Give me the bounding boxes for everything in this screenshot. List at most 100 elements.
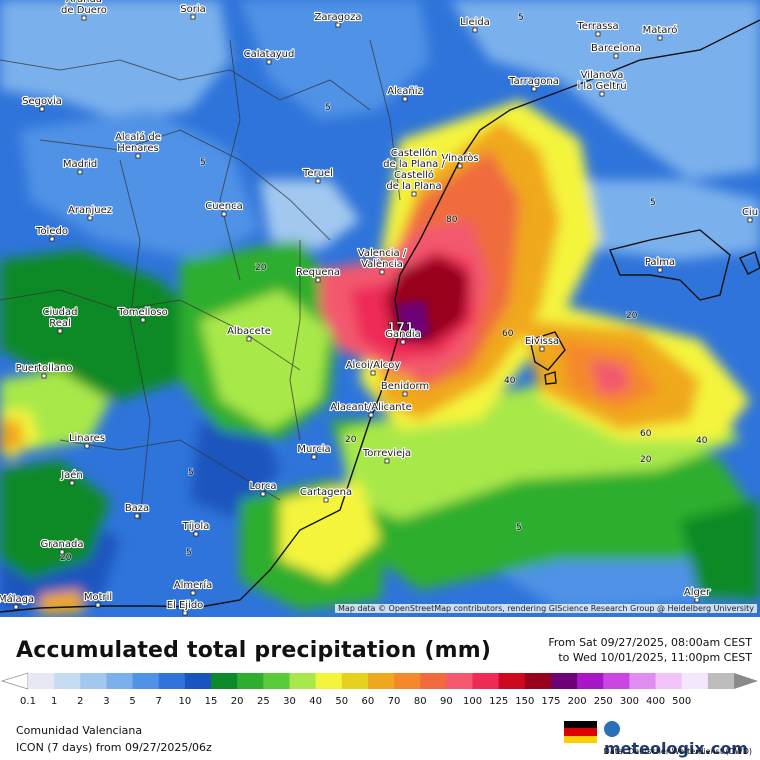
city-label: Alacant/Alicante: [330, 402, 411, 413]
city-label: de la Plana /: [383, 159, 445, 170]
city-madrid: Madrid: [62, 158, 98, 175]
city-marker: [77, 169, 83, 175]
globe-icon: [604, 721, 620, 737]
color-scale-bar: [0, 672, 758, 690]
city-marker: [657, 35, 663, 41]
city-marker: [400, 339, 406, 345]
city-marker: [613, 53, 619, 59]
city-vinar-s: Vinaròs: [440, 151, 480, 169]
city-label: Torrevieja: [362, 448, 411, 459]
city-label: Puertollano: [16, 363, 73, 374]
contour-label: 5: [200, 158, 206, 168]
city-marker: [57, 328, 63, 334]
scale-swatch: [106, 673, 134, 689]
meteologix-logo[interactable]: meteologix.com: [604, 720, 760, 758]
scale-swatch: [184, 673, 212, 689]
contour-label: 5: [518, 13, 524, 23]
city-aranda-de-duero: Arandade Duero: [60, 0, 108, 21]
city-label: Alcoi/Alcoy: [346, 360, 401, 371]
scale-swatch: [550, 673, 578, 689]
scale-swatch: [54, 673, 81, 689]
city-label: Tarragona: [508, 76, 559, 87]
city-aranjuez: Aranjuez: [67, 204, 113, 221]
city-cuenca: Cuenca: [204, 200, 244, 217]
scale-swatch: [655, 673, 683, 689]
city-marker: [457, 163, 463, 169]
scale-swatch: [211, 673, 238, 689]
city-requena: Requena: [295, 266, 341, 283]
scale-swatch: [237, 673, 264, 689]
city-label: Aranjuez: [68, 205, 112, 216]
contour-label: 40: [504, 376, 516, 386]
city-marker: [81, 15, 87, 21]
city-label: El Ejido: [167, 600, 204, 611]
scale-tick-label: 90: [439, 696, 453, 707]
city-label: Lleida: [460, 17, 490, 28]
city-label: Benidorm: [381, 381, 429, 392]
scale-tick-label: 80: [413, 696, 427, 707]
city-marker: [69, 480, 75, 486]
chart-title: Accumulated total precipitation (mm): [16, 638, 492, 663]
city-marker: [190, 14, 196, 20]
city-label: Gandia: [385, 329, 420, 340]
contour-label: 5: [516, 523, 522, 533]
city-t-jola: Tíjola: [181, 519, 210, 537]
city-label: Castellón: [391, 147, 437, 159]
city-label: Cuenca: [205, 201, 242, 212]
scale-swatch: [707, 673, 735, 689]
scale-tick-label: 25: [256, 696, 270, 707]
scale-swatch: [263, 673, 290, 689]
city-marker: [694, 597, 700, 603]
city-label: Toledo: [35, 226, 68, 237]
scale-swatch: [603, 673, 630, 689]
city-marker: [13, 604, 19, 610]
city-lleida: Lleida: [459, 16, 491, 33]
contour-label: 20: [255, 263, 267, 273]
city-tarragona: Tarragona: [507, 75, 560, 92]
city-marker: [39, 106, 45, 112]
city-label: Soria: [180, 4, 205, 15]
city-baza: Baza: [124, 502, 150, 519]
scale-swatch: [629, 673, 657, 689]
city-label: Calatayud: [244, 49, 295, 60]
scale-tick-label: 7: [155, 696, 162, 707]
city-marker: [595, 31, 601, 37]
city-marker: [315, 277, 321, 283]
city-alcoi-alcoy: Alcoi/Alcoy: [345, 359, 401, 376]
scale-left-arrow: [0, 672, 29, 690]
contour-label: 20: [626, 311, 638, 321]
city-label: Alger: [684, 587, 711, 598]
city-marker: [531, 86, 537, 92]
logo-text: meteologix.com: [604, 739, 748, 758]
scale-tick-label: 150: [515, 696, 535, 707]
color-scale-ticks: 0.1 1 2 3 5 7 10 15 20 25 30 40 50 60 70 80 90 100 125 150 1…: [0, 696, 760, 710]
scale-tick-label: 100: [462, 696, 483, 707]
city-marker: [41, 373, 47, 379]
city-marker: [370, 370, 376, 376]
city-motril: Motril: [83, 591, 113, 608]
scale-swatch: [681, 673, 709, 689]
city-label: Zaragoza: [314, 12, 361, 23]
city-label: Vinaròs: [441, 152, 478, 164]
city-label: Baza: [125, 503, 149, 514]
scale-tick-label: 10: [178, 696, 192, 707]
contour-label: 20: [345, 435, 357, 445]
city-marker: [135, 153, 141, 159]
city-label: Requena: [296, 267, 340, 278]
city-marker: [472, 27, 478, 33]
city-label: Mataró: [643, 24, 678, 36]
city-segovia: Segovia: [21, 95, 63, 112]
city-puertollano: Puertollano: [15, 362, 73, 379]
city-barcelona: Barcelona: [590, 42, 642, 59]
contour-label: 40: [696, 436, 708, 446]
city-label: Palma: [645, 257, 675, 268]
scale-tick-label: 15: [204, 696, 218, 707]
city-marker: [95, 602, 101, 608]
city-label: Alcañiz: [387, 86, 423, 97]
city-label: Vilanova: [581, 70, 624, 81]
precipitation-map: 5 5 5 5 5 5 5 20 20 20 20 20 40 40 60 60…: [0, 0, 760, 617]
scale-swatch: [28, 673, 55, 689]
city-terrassa: Terrassa: [575, 20, 620, 37]
city-marker: [368, 412, 374, 418]
